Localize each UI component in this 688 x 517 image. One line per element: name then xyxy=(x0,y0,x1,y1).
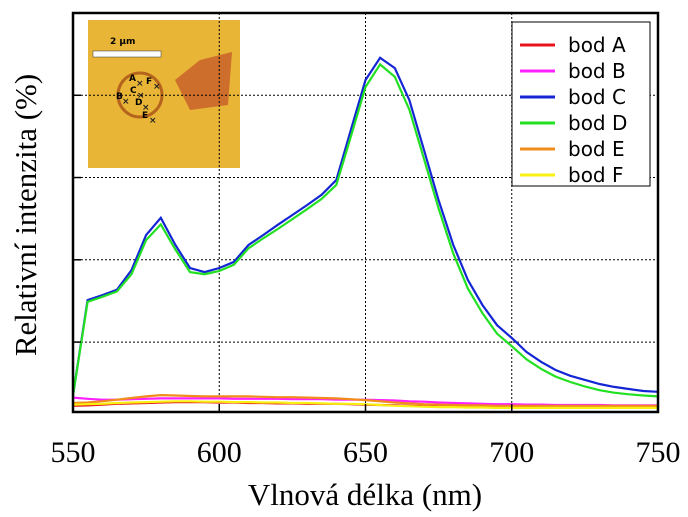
x-tick-label: 550 xyxy=(51,436,96,469)
inset-scale-label: 2 μm xyxy=(110,37,135,47)
inset-point-marker: × xyxy=(136,79,144,89)
inset-point-label: B xyxy=(116,92,123,102)
legend xyxy=(511,21,651,187)
x-tick-label: 650 xyxy=(343,436,388,469)
x-axis-label: Vlnová délka (nm) xyxy=(248,477,482,512)
inset-point-marker: × xyxy=(142,103,150,113)
inset-point-label: F xyxy=(146,77,152,87)
legend-label: bod A xyxy=(568,33,626,57)
series-line xyxy=(71,56,659,396)
series-line xyxy=(71,62,659,398)
y-axis-label: Relativní intenzita (%) xyxy=(8,74,43,356)
inset-point-marker: × xyxy=(137,91,145,101)
x-tick-label: 700 xyxy=(489,436,534,469)
legend-label: bod E xyxy=(568,137,625,161)
inset-point-label: D xyxy=(135,98,142,108)
legend-label: bod F xyxy=(568,163,624,187)
inset-point-marker: × xyxy=(149,116,157,126)
series-line xyxy=(72,393,658,407)
legend-label: bod C xyxy=(568,85,626,109)
inset: 2 μm A ×B ×C ×D ×E ×F × xyxy=(88,20,240,168)
inset-point-marker: × xyxy=(153,82,161,92)
inset-point-marker: × xyxy=(122,97,130,107)
inset-point-label: A xyxy=(129,74,136,84)
x-tick-label: 750 xyxy=(636,436,681,469)
inset-point-label: C xyxy=(130,86,137,96)
inset-point-label: E xyxy=(142,111,148,121)
inset-scale-bar xyxy=(92,50,162,58)
legend-label: bod D xyxy=(568,111,627,135)
legend-label: bod B xyxy=(568,59,626,83)
x-tick-label: 600 xyxy=(197,436,242,469)
